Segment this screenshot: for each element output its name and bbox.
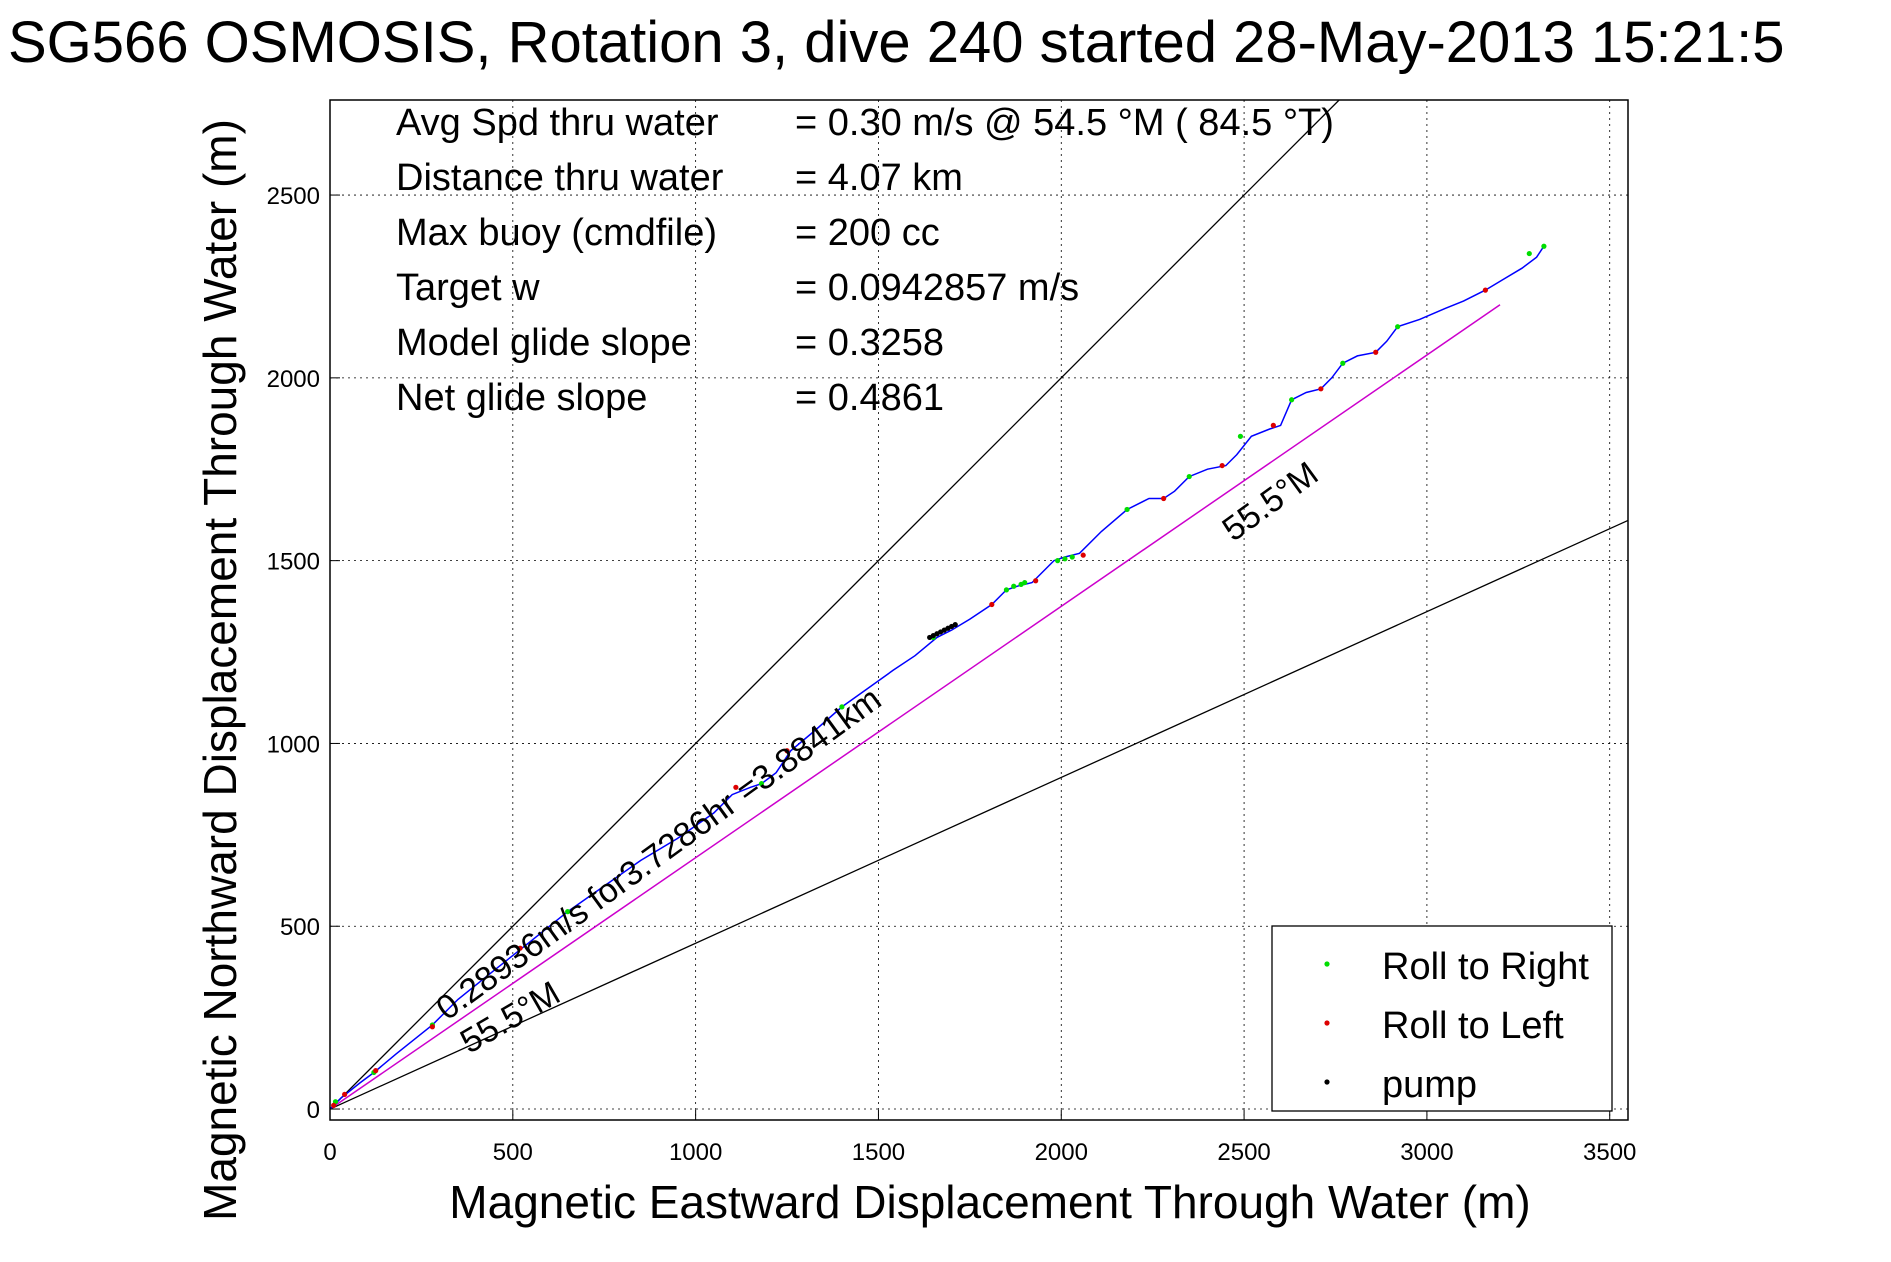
legend-label: Roll to Left [1382,1005,1564,1047]
roll-right-marker [1069,554,1075,560]
track-summary-label: 0.28936m/s for3.7286hr =3.8841km [429,680,888,1028]
stat-value: = 0.3258 [795,322,944,364]
y-tick-label: 2000 [267,366,320,393]
chart-title: SG566 OSMOSIS, Rotation 3, dive 240 star… [8,10,1784,75]
roll-left-marker [1482,287,1489,293]
legend-marker [1324,1020,1330,1026]
stat-value: = 0.4861 [795,377,944,419]
heading-line [330,304,1501,1110]
roll-right-marker [1526,250,1532,257]
y-tick-label: 1500 [267,549,320,576]
roll-left-marker [784,748,790,754]
stat-label: Distance thru water [396,157,724,199]
roll-right-marker [1186,473,1192,480]
x-axis-label: Magnetic Eastward Displacement Through W… [449,1176,1530,1228]
roll-right-marker [1237,433,1244,439]
series-layer [329,245,1545,1110]
tick-labels: 0 500 1000 1500 2000 2500 3000 3500 0 500 1000 1500… [267,183,1637,1166]
roll-left-marker [373,1068,379,1074]
roll-right-marker [1062,556,1068,562]
stat-label: Model glide slope [396,322,692,364]
roll-left-marker [429,1024,435,1030]
stat-value: = 200 cc [795,212,940,254]
y-tick-label: 1000 [267,731,320,758]
roll-left-marker [1080,552,1086,558]
x-tick-label: 0 [323,1139,336,1166]
roll-left-marker [733,784,739,790]
stat-label: Avg Spd thru water [396,102,719,144]
stat-value: = 0.0942857 m/s [795,267,1079,309]
roll-left-marker [989,601,995,608]
stat-label: Target w [396,267,540,309]
y-tick-label: 500 [280,914,320,941]
x-tick-label: 500 [493,1139,533,1166]
legend: Roll to Right Roll to Left pump [1271,925,1613,1112]
roll-right-marker [1289,397,1295,403]
legend-label: pump [1382,1064,1477,1106]
roll-right-marker [758,781,765,787]
x-tick-label: 1500 [852,1139,905,1166]
x-tick-label: 3000 [1400,1139,1453,1166]
stat-value: = 0.30 m/s @ 54.5 °M ( 84.5 °T) [795,102,1334,144]
stat-value: = 4.07 km [795,157,963,199]
lower-bound-line [330,519,1628,1110]
x-tick-label: 3500 [1583,1139,1636,1166]
x-tick-label: 2500 [1217,1139,1270,1166]
legend-marker [1324,961,1330,967]
roll-left-marker [1318,386,1324,392]
plot-frame [329,99,1629,1121]
roll-right-marker [1340,360,1346,366]
roll-right-marker [1003,587,1010,593]
x-tick-label: 1000 [669,1139,722,1166]
y-tick-label: 2500 [267,183,320,210]
roll-right-marker [565,909,571,915]
roll-left-marker [1033,578,1039,584]
track-series-line [329,245,1545,1110]
pump-marker [952,622,958,628]
marker-layer [331,243,1547,1108]
y-tick-label: 0 [307,1097,320,1124]
stat-label: Max buoy (cmdfile) [396,212,717,254]
roll-left-marker [331,1102,337,1108]
roll-right-marker [839,704,845,710]
roll-left-marker [517,945,523,951]
roll-right-marker [1055,558,1061,564]
upper-bound-line [330,100,1340,1110]
legend-marker [1324,1079,1330,1085]
legend-label: Roll to Right [1382,946,1589,988]
stats-block: Avg Spd thru water = 0.30 m/s @ 54.5 °M (… [396,102,1334,419]
roll-left-marker [1161,495,1167,502]
roll-right-marker [1124,506,1130,513]
x-tick-label: 2000 [1035,1139,1088,1166]
roll-right-marker [1022,579,1028,586]
roll-left-marker [342,1091,348,1098]
roll-right-marker [1395,324,1401,330]
stat-label: Net glide slope [396,377,647,419]
bound-lines [330,100,1628,1110]
heading-label-upper: 55.5°M [1215,455,1325,549]
roll-left-marker [1270,422,1276,428]
roll-right-marker [1011,583,1017,589]
roll-left-marker [1373,349,1379,355]
y-axis-label: Magnetic Northward Displacement Through … [194,119,246,1221]
roll-left-marker [1219,462,1225,469]
roll-right-marker [1541,243,1547,249]
grid [329,100,1628,1120]
annotations: 0.28936m/s for3.7286hr =3.8841km55.5°M55… [429,455,1325,1062]
